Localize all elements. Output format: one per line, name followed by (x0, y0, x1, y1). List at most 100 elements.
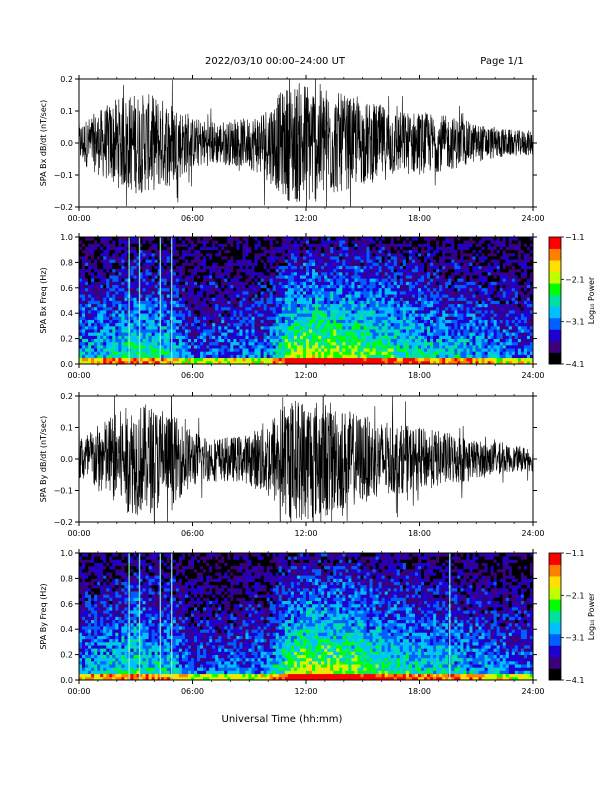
spectrogram-cell (163, 322, 168, 327)
spectrogram-cell (175, 329, 180, 333)
spectrogram-cell (142, 278, 146, 282)
spectrogram-cell (439, 240, 443, 244)
spectrogram-cell (402, 313, 407, 317)
spectrogram-cell (197, 294, 201, 298)
spectrogram-cell (369, 271, 373, 276)
spectrogram-cell (363, 275, 367, 279)
spectrogram-cell (124, 256, 128, 260)
spectrogram-cell (327, 297, 331, 301)
spectrogram-cell (448, 332, 452, 336)
spectrogram-cell (254, 310, 258, 314)
spectrogram-cell (421, 259, 425, 263)
spectrogram-cell (160, 300, 165, 305)
spectrogram-cell (233, 348, 237, 352)
spectrogram-cell (197, 335, 201, 339)
spectrogram-cell (293, 256, 298, 260)
spectrogram-cell (360, 287, 364, 292)
spectrogram-cell (124, 338, 128, 343)
spectrogram-cell (178, 351, 183, 355)
spectrogram-cell (263, 319, 268, 324)
spectrogram-cell (333, 354, 337, 359)
spectrogram-cell (257, 240, 261, 244)
spectrogram-cell (302, 249, 307, 254)
spectrogram-cell (209, 360, 213, 364)
spectrogram-cell (281, 306, 286, 311)
spectrogram-cell (257, 252, 261, 257)
spectrogram-cell (315, 335, 319, 339)
spectrogram-cell (163, 249, 168, 254)
spectrogram-cell (290, 348, 295, 352)
spectrogram-cell (411, 335, 416, 339)
spectrogram-cell (227, 249, 231, 254)
spectrogram-cell (372, 310, 377, 314)
spectrogram-cell (290, 237, 295, 241)
spectrogram-cell (281, 360, 286, 364)
spectrogram-cell (124, 354, 128, 359)
spectrogram-cell (82, 290, 86, 295)
spectrogram-cell (312, 249, 316, 254)
spectrogram-cell (187, 332, 192, 336)
spectrogram-cell (272, 303, 277, 308)
spectrogram-cell (424, 335, 428, 339)
spectrogram-cell (306, 341, 310, 346)
spectrogram-cell (187, 246, 192, 251)
spectrogram-cell (139, 265, 143, 270)
spectrogram-cell (421, 354, 425, 359)
spectrogram-cell (299, 344, 304, 349)
spectrogram-cell (160, 316, 165, 320)
spectrogram-cell (427, 249, 431, 254)
spectrogram-cell (312, 338, 316, 343)
spectrogram-cell (445, 313, 449, 317)
spectrogram-cell (430, 344, 434, 349)
spectrogram-cell (330, 354, 334, 359)
spectrogram-cell (133, 303, 137, 308)
spectrogram-cell (411, 287, 416, 292)
spectrogram-cell (175, 256, 180, 260)
spectrogram-cell (227, 265, 231, 270)
spectrogram-cell (405, 237, 410, 241)
spectrogram-cell (381, 322, 386, 327)
spectrogram-cell (257, 322, 261, 327)
spectrogram-cell (148, 306, 153, 311)
spectrogram-cell (121, 243, 125, 247)
spectrogram-cell (351, 325, 355, 330)
spectrogram-cell (215, 256, 219, 260)
spectrogram-cell (330, 249, 334, 254)
spectrogram-cell (354, 325, 358, 330)
spectrogram-cell (184, 329, 189, 333)
spectrogram-cell (275, 297, 280, 301)
spectrogram-cell (260, 348, 265, 352)
spectrogram-cell (157, 259, 162, 263)
spectrogram-cell (227, 246, 231, 251)
spectrogram-cell (139, 335, 143, 339)
spectrogram-cell (145, 360, 150, 364)
spectrogram-cell (194, 275, 198, 279)
spectrogram-cell (396, 252, 401, 257)
spectrogram-cell (215, 259, 219, 263)
spectrogram-cell (233, 354, 237, 359)
spectrogram-cell (260, 243, 265, 247)
spectrogram-cell (230, 268, 234, 273)
spectrogram-cell (172, 319, 177, 324)
spectrogram-cell (357, 294, 361, 298)
spectrogram-cell (448, 341, 452, 346)
spectrogram-cell (187, 268, 192, 273)
spectrogram-cell (330, 237, 334, 241)
spectrogram-cell (142, 332, 146, 336)
spectrogram-cell (384, 275, 389, 279)
spectrogram-cell (151, 287, 156, 292)
spectrogram-cell (148, 265, 153, 270)
spectrogram-cell (448, 300, 452, 305)
spectrogram-cell (203, 332, 207, 336)
spectrogram-cell (309, 316, 313, 320)
spectrogram-cell (324, 360, 328, 364)
spectrogram-cell (109, 348, 113, 352)
spectrogram-cell (175, 252, 180, 257)
spectrogram-cell (299, 329, 304, 333)
spectrogram-cell (227, 262, 231, 266)
spectrogram-cell (363, 290, 367, 295)
spectrogram-cell (275, 351, 280, 355)
spectrogram-cell (130, 284, 134, 289)
spectrogram-cell (336, 344, 340, 349)
spectrogram-cell (299, 262, 304, 266)
